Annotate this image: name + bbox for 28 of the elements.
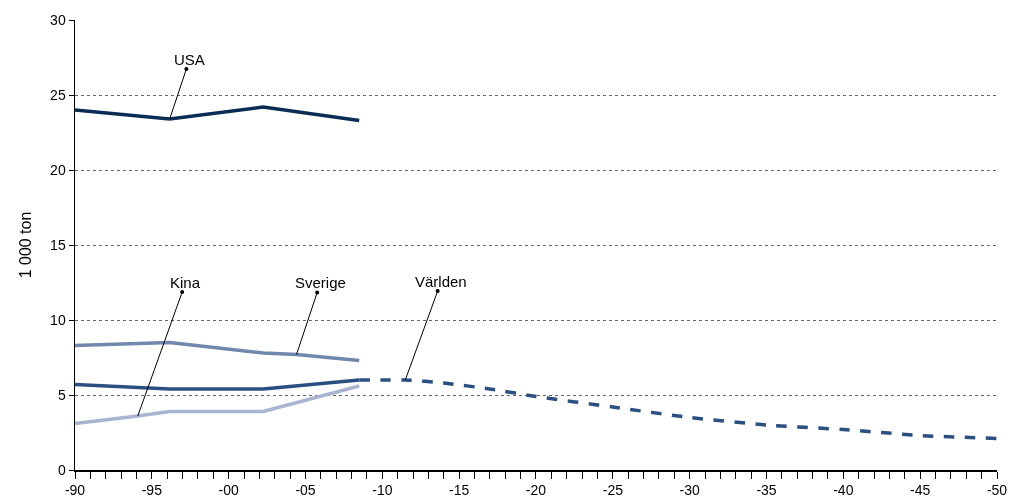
y-axis-title: 1 000 ton <box>17 211 35 279</box>
x-tick-label: -95 <box>141 482 163 499</box>
x-tick-label: -00 <box>218 482 239 499</box>
x-tick-label: -50 <box>986 482 1008 499</box>
x-tick-label: -05 <box>295 482 316 499</box>
x-tick-label: -20 <box>525 482 547 499</box>
x-tick-label: -15 <box>449 482 470 499</box>
y-tick-label: 25 <box>50 86 66 103</box>
x-tick-label: -10 <box>372 482 393 499</box>
line-series <box>75 384 361 426</box>
y-tick-label: 10 <box>50 311 66 328</box>
line-series <box>75 105 361 123</box>
x-tick-label: -30 <box>679 482 700 499</box>
y-tick-label: 0 <box>57 461 66 478</box>
y-tick-label: 30 <box>50 11 66 28</box>
x-tick-label: -90 <box>64 482 86 499</box>
line-series <box>75 340 361 363</box>
text: USA <box>174 51 205 68</box>
x-tick-label: -45 <box>910 482 931 499</box>
text: Kina <box>170 274 201 291</box>
y-tick-label: 20 <box>50 161 66 178</box>
y-tick-label: 5 <box>57 386 66 403</box>
y-tick-label: 15 <box>50 236 66 253</box>
text: Världen <box>415 273 467 290</box>
text: Sverige <box>295 274 346 291</box>
x-tick-label: -35 <box>756 482 777 499</box>
x-tick-label: -40 <box>833 482 854 499</box>
x-tick-label: -25 <box>602 482 624 499</box>
